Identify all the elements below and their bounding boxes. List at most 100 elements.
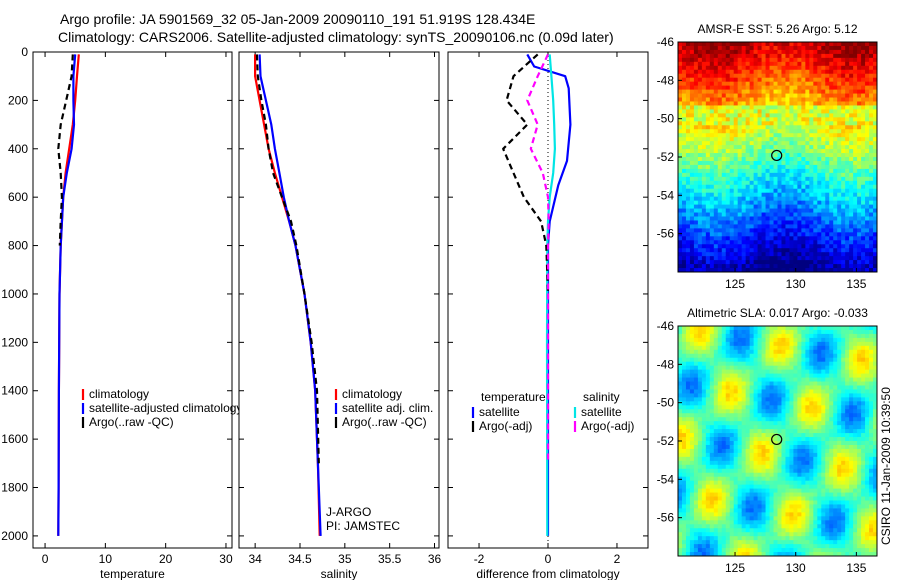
- heatmap-cell: [769, 405, 775, 410]
- heatmap-cell: [765, 168, 771, 174]
- heatmap-cell: [777, 460, 782, 466]
- heatmap-cell: [741, 77, 747, 83]
- heatmap-cell: [773, 448, 778, 454]
- heatmap-cell: [769, 441, 775, 446]
- heatmap-cell: [761, 532, 767, 537]
- heatmap-cell: [689, 488, 695, 494]
- heatmap-cell: [825, 105, 830, 110]
- heatmap-cell: [793, 393, 798, 398]
- heatmap-cell: [857, 160, 862, 166]
- heatmap-cell: [745, 184, 751, 190]
- heatmap-cell: [737, 212, 743, 217]
- heatmap-cell: [721, 168, 727, 174]
- heatmap-cell: [721, 448, 727, 454]
- heatmap-cell: [857, 224, 862, 229]
- heatmap-cell: [721, 488, 727, 494]
- heatmap-cell: [741, 381, 747, 386]
- heatmap-cell: [801, 204, 806, 210]
- heatmap-cell: [729, 365, 735, 371]
- heatmap-cell: [693, 160, 699, 166]
- heatmap-cell: [765, 480, 771, 486]
- heatmap-cell: [741, 500, 747, 505]
- heatmap-cell: [849, 240, 854, 245]
- heatmap-cell: [721, 204, 727, 210]
- heatmap-cell: [805, 184, 810, 190]
- heatmap-cell: [753, 208, 759, 214]
- heatmap-cell: [693, 460, 699, 466]
- heatmap-cell: [701, 212, 707, 217]
- heatmap-cell: [773, 528, 778, 533]
- heatmap-cell: [753, 252, 759, 257]
- heatmap-cell: [773, 540, 778, 545]
- heatmap-cell: [729, 97, 735, 102]
- heatmap-cell: [697, 329, 703, 335]
- heatmap-cell: [693, 409, 699, 414]
- heatmap-cell: [717, 196, 723, 202]
- heatmap-cell: [845, 200, 850, 206]
- heatmap-cell: [773, 196, 778, 202]
- heatmap-cell: [705, 528, 711, 533]
- heatmap-cell: [685, 377, 691, 383]
- heatmap-cell: [725, 57, 731, 63]
- heatmap-cell: [765, 524, 771, 529]
- heatmap-cell: [701, 492, 707, 498]
- heatmap-cell: [697, 244, 703, 249]
- heatmap-cell: [689, 164, 695, 170]
- heatmap-cell: [689, 248, 695, 253]
- heatmap-cell: [697, 488, 703, 494]
- heatmap-cell: [841, 97, 846, 102]
- heatmap-cell: [841, 232, 846, 237]
- heatmap-cell: [765, 224, 771, 229]
- heatmap-cell: [785, 244, 790, 249]
- heatmap-cell: [837, 180, 842, 186]
- heatmap-cell: [805, 369, 810, 375]
- heatmap-cell: [737, 389, 743, 394]
- heatmap-cell: [761, 184, 767, 190]
- heatmap-cell: [725, 89, 731, 95]
- heatmap-cell: [777, 520, 782, 525]
- heatmap-cell: [681, 544, 687, 549]
- heatmap-cell: [765, 329, 771, 335]
- heatmap-cell: [789, 393, 794, 398]
- heatmap-cell: [845, 240, 850, 245]
- heatmap-cell: [817, 81, 822, 87]
- heatmap-cell: [701, 504, 707, 509]
- heatmap-cell: [757, 326, 763, 331]
- heatmap-cell: [805, 129, 810, 134]
- heatmap-cell: [793, 472, 798, 478]
- heatmap-cell: [753, 456, 759, 462]
- heatmap-cell: [873, 153, 878, 158]
- heatmap-cell: [757, 69, 763, 75]
- heatmap-cell: [705, 345, 711, 351]
- heatmap-cell: [841, 77, 846, 83]
- heatmap-cell: [685, 544, 691, 549]
- heatmap-cell: [793, 97, 798, 102]
- heatmap-cell: [833, 252, 838, 257]
- heatmap-cell: [805, 544, 810, 549]
- heatmap-cell: [685, 468, 691, 474]
- heatmap-cell: [701, 61, 707, 67]
- heatmap-cell: [705, 516, 711, 521]
- heatmap-cell: [817, 137, 822, 142]
- heatmap-cell: [681, 520, 687, 525]
- heatmap-cell: [769, 101, 775, 106]
- heatmap-cell: [841, 157, 846, 162]
- heatmap-cell: [745, 452, 751, 458]
- heatmap-cell: [721, 180, 727, 186]
- heatmap-cell: [709, 425, 715, 430]
- heatmap-cell: [865, 176, 870, 182]
- heatmap-cell: [809, 153, 814, 158]
- heatmap-cell: [721, 421, 727, 426]
- heatmap-cell: [821, 188, 826, 194]
- heatmap-cell: [805, 421, 810, 426]
- heatmap-cell: [781, 476, 786, 482]
- heatmap-cell: [705, 57, 711, 63]
- heatmap-cell: [693, 484, 699, 490]
- heatmap-cell: [793, 369, 798, 375]
- heatmap-cell: [821, 89, 826, 95]
- heatmap-cell: [797, 149, 802, 154]
- heatmap-cell: [829, 105, 834, 110]
- heatmap-cell: [761, 101, 767, 106]
- x-axis-label: difference from climatology: [476, 567, 619, 580]
